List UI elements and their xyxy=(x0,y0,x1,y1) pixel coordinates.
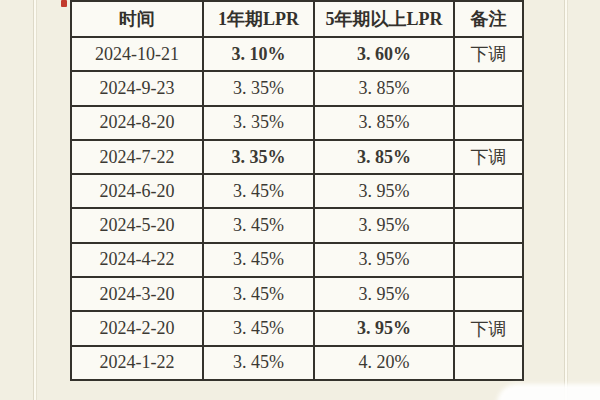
lpr-rate-table: 时间 1年期LPR 5年期以上LPR 备注 2024-10-213. 10%3.… xyxy=(70,0,524,381)
lpr-table-page: 时间 1年期LPR 5年期以上LPR 备注 2024-10-213. 10%3.… xyxy=(0,0,600,400)
date-cell: 2024-9-23 xyxy=(71,71,203,105)
date-cell: 2024-4-22 xyxy=(71,243,203,277)
lpr1-cell: 3. 45% xyxy=(203,277,314,311)
lpr5-cell: 3. 95% xyxy=(314,174,454,208)
date-cell: 2024-2-20 xyxy=(71,311,203,345)
note-cell xyxy=(454,346,523,380)
note-cell: 下调 xyxy=(454,311,523,345)
table-row: 2024-9-233. 35%3. 85% xyxy=(71,71,523,105)
note-cell xyxy=(454,208,523,242)
table-row: 2024-5-203. 45%3. 95% xyxy=(71,208,523,242)
note-cell: 下调 xyxy=(454,140,523,174)
note-cell xyxy=(454,174,523,208)
table-row: 2024-4-223. 45%3. 95% xyxy=(71,243,523,277)
date-cell: 2024-7-22 xyxy=(71,140,203,174)
lpr1-cell: 3. 45% xyxy=(203,174,314,208)
note-cell xyxy=(454,71,523,105)
white-corner-overlay xyxy=(497,384,600,400)
header-lpr1: 1年期LPR xyxy=(203,1,314,37)
lpr5-cell: 3. 60% xyxy=(314,37,454,71)
lpr5-cell: 3. 85% xyxy=(314,71,454,105)
table-row: 2024-7-223. 35%3. 85%下调 xyxy=(71,140,523,174)
lpr1-cell: 3. 35% xyxy=(203,71,314,105)
lpr1-cell: 3. 35% xyxy=(203,106,314,140)
lpr5-cell: 3. 95% xyxy=(314,311,454,345)
table-row: 2024-6-203. 45%3. 95% xyxy=(71,174,523,208)
note-cell xyxy=(454,243,523,277)
lpr5-cell: 4. 20% xyxy=(314,346,454,380)
date-cell: 2024-1-22 xyxy=(71,346,203,380)
lpr5-cell: 3. 95% xyxy=(314,277,454,311)
date-cell: 2024-8-20 xyxy=(71,106,203,140)
date-cell: 2024-10-21 xyxy=(71,37,203,71)
table-row: 2024-3-203. 45%3. 95% xyxy=(71,277,523,311)
paper-crease-left xyxy=(33,0,37,400)
red-seal-fragment xyxy=(61,0,67,7)
table-header: 时间 1年期LPR 5年期以上LPR 备注 xyxy=(71,1,523,37)
header-lpr5: 5年期以上LPR xyxy=(314,1,454,37)
table-row: 2024-8-203. 35%3. 85% xyxy=(71,106,523,140)
lpr1-cell: 3. 45% xyxy=(203,243,314,277)
note-cell xyxy=(454,106,523,140)
lpr5-cell: 3. 95% xyxy=(314,208,454,242)
note-cell xyxy=(454,277,523,311)
table-row: 2024-2-203. 45%3. 95%下调 xyxy=(71,311,523,345)
lpr1-cell: 3. 45% xyxy=(203,346,314,380)
lpr1-cell: 3. 45% xyxy=(203,208,314,242)
paper-crease-right xyxy=(564,0,568,400)
lpr5-cell: 3. 85% xyxy=(314,140,454,174)
lpr5-cell: 3. 85% xyxy=(314,106,454,140)
note-cell: 下调 xyxy=(454,37,523,71)
header-note: 备注 xyxy=(454,1,523,37)
date-cell: 2024-5-20 xyxy=(71,208,203,242)
table-body: 2024-10-213. 10%3. 60%下调2024-9-233. 35%3… xyxy=(71,37,523,380)
lpr5-cell: 3. 95% xyxy=(314,243,454,277)
table-row: 2024-1-223. 45%4. 20% xyxy=(71,346,523,380)
date-cell: 2024-6-20 xyxy=(71,174,203,208)
header-row: 时间 1年期LPR 5年期以上LPR 备注 xyxy=(71,1,523,37)
header-time: 时间 xyxy=(71,1,203,37)
lpr1-cell: 3. 45% xyxy=(203,311,314,345)
lpr1-cell: 3. 35% xyxy=(203,140,314,174)
date-cell: 2024-3-20 xyxy=(71,277,203,311)
lpr1-cell: 3. 10% xyxy=(203,37,314,71)
table-row: 2024-10-213. 10%3. 60%下调 xyxy=(71,37,523,71)
